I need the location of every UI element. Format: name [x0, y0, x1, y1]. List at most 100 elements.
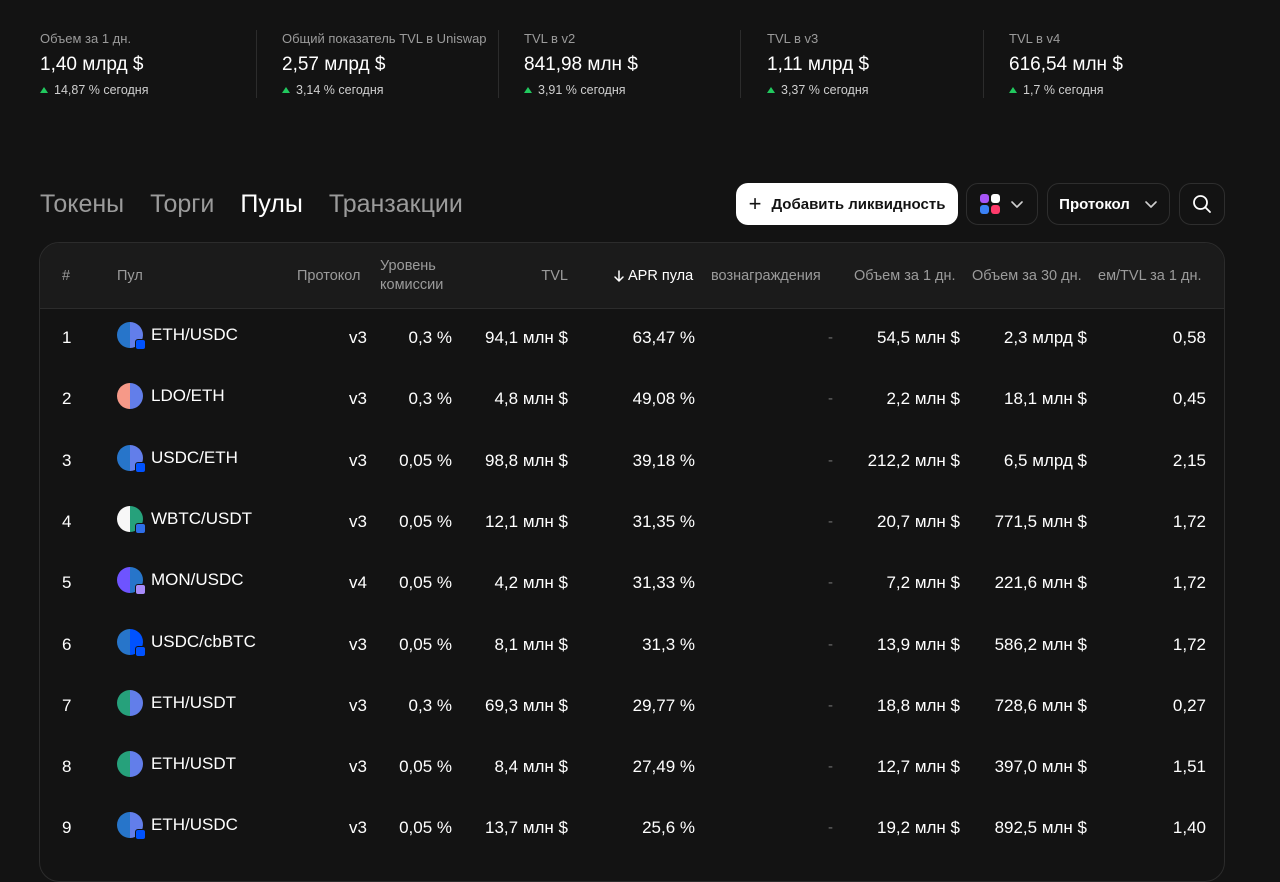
table-row[interactable]: 9 v3 0,05 % 13,7 млн $ 25,6 % - 19,2 млн $ 892,… [40, 798, 1224, 859]
row-pool: LDO/ETH [117, 383, 225, 410]
stat-change: 3,14 % сегодня [282, 82, 487, 98]
token-pair-icon [117, 812, 146, 841]
header-volume-1d[interactable]: Объем за 1 дн. [854, 268, 956, 284]
row-volume-tvl: 1,51 [1172, 757, 1206, 777]
stat-change: 14,87 % сегодня [40, 82, 148, 98]
row-volume-1d: 20,7 млн $ [877, 511, 960, 531]
stat-change-text: 14,87 % сегодня [54, 83, 149, 97]
tab-pools[interactable]: Пулы [240, 190, 303, 218]
up-arrow-icon [282, 87, 290, 93]
up-arrow-icon [40, 87, 48, 93]
divider [740, 30, 741, 98]
stat-tvl-v4: TVL в v4 616,54 млн $ 1,7 % сегодня [1009, 30, 1123, 100]
row-index: 4 [62, 511, 72, 531]
protocol-label: Протокол [1059, 195, 1130, 213]
pool-name: ETH/USDC [151, 815, 238, 835]
row-apr: 31,35 % [632, 511, 695, 531]
row-protocol: v3 [349, 634, 367, 654]
search-button[interactable] [1179, 183, 1225, 225]
pool-name: MON/USDC [151, 570, 244, 590]
row-protocol: v3 [349, 695, 367, 715]
header-tvl[interactable]: TVL [541, 268, 568, 284]
tab-tokens[interactable]: Токены [40, 190, 125, 218]
table-header: # Пул Протокол Уровень комиссии TVL APR … [40, 243, 1224, 309]
row-protocol: v4 [349, 573, 367, 593]
network-selector[interactable] [966, 183, 1038, 225]
table-row[interactable]: 5 v4 0,05 % 4,2 млн $ 31,33 % - 7,2 млн $ 221,6… [40, 553, 1224, 614]
table-row[interactable]: 8 v3 0,05 % 8,4 млн $ 27,49 % - 12,7 млн $ 397,… [40, 737, 1224, 798]
tab-transactions[interactable]: Транзакции [328, 190, 463, 218]
row-apr: 49,08 % [632, 389, 695, 409]
row-protocol: v3 [349, 818, 367, 838]
protocol-selector[interactable]: Протокол [1047, 183, 1170, 225]
row-protocol: v3 [349, 450, 367, 470]
row-rewards: - [828, 758, 833, 776]
divider [983, 30, 984, 98]
add-liquidity-button[interactable]: + Добавить ликвидность [736, 183, 958, 225]
row-volume-30d: 221,6 млн $ [994, 573, 1087, 593]
stat-change-text: 3,37 % сегодня [781, 83, 869, 97]
row-volume-30d: 586,2 млн $ [994, 634, 1087, 654]
row-apr: 31,33 % [632, 573, 695, 593]
row-volume-tvl: 0,45 [1172, 389, 1206, 409]
header-pool: Пул [117, 268, 143, 284]
row-fee: 0,3 % [408, 695, 452, 715]
header-index: # [62, 268, 71, 284]
table-row[interactable]: 4 v3 0,05 % 12,1 млн $ 31,35 % - 20,7 млн $ 771… [40, 492, 1224, 553]
row-rewards: - [828, 635, 833, 653]
token-pair-icon [117, 689, 143, 716]
row-volume-30d: 397,0 млн $ [994, 757, 1087, 777]
row-pool: USDC/ETH [117, 444, 238, 473]
pool-name: ETH/USDT [151, 692, 236, 712]
pool-name: LDO/ETH [151, 386, 225, 406]
all-networks-icon [980, 194, 1000, 214]
row-protocol: v3 [349, 511, 367, 531]
row-pool: ETH/USDC [117, 812, 238, 841]
row-fee: 0,05 % [399, 450, 452, 470]
row-tvl: 4,8 млн $ [494, 389, 568, 409]
row-pool: ETH/USDC [117, 322, 238, 350]
table-row[interactable]: 3 v3 0,05 % 98,8 млн $ 39,18 % - 212,2 млн $ 6,… [40, 431, 1224, 492]
stats-bar: Объем за 1 дн. 1,40 млрд $ 14,87 % сегод… [0, 0, 1280, 110]
stat-change: 3,37 % сегодня [767, 82, 869, 98]
row-protocol: v3 [349, 328, 367, 347]
arrow-down-icon [614, 270, 624, 282]
row-fee: 0,05 % [399, 511, 452, 531]
header-apr[interactable]: APR пула [613, 267, 693, 286]
divider [256, 30, 257, 98]
chain-badge-icon [135, 645, 146, 657]
header-fee-line2: комиссии [380, 277, 444, 293]
up-arrow-icon [767, 87, 775, 93]
row-volume-1d: 19,2 млн $ [877, 818, 960, 838]
chevron-down-icon [1145, 201, 1157, 208]
row-apr: 63,47 % [632, 328, 695, 347]
row-fee: 0,3 % [408, 389, 452, 409]
row-rewards: - [828, 451, 833, 469]
token-pair-icon [117, 567, 146, 596]
row-tvl: 13,7 млн $ [485, 818, 568, 838]
stat-change-text: 3,91 % сегодня [538, 83, 626, 97]
table-row[interactable]: 6 v3 0,05 % 8,1 млн $ 31,3 % - 13,9 млн $ 586,2… [40, 615, 1224, 676]
table-row[interactable]: 2 v3 0,3 % 4,8 млн $ 49,08 % - 2,2 млн $ 18,1 м… [40, 369, 1224, 430]
chain-badge-icon [135, 339, 146, 350]
row-index: 6 [62, 634, 72, 654]
row-rewards: - [828, 390, 833, 408]
table-row[interactable]: 7 v3 0,3 % 69,3 млн $ 29,77 % - 18,8 млн $ 728,… [40, 676, 1224, 737]
row-volume-tvl: 1,40 [1172, 818, 1206, 838]
header-volume-30d[interactable]: Объем за 30 дн. [972, 268, 1082, 284]
stat-tvl-v3: TVL в v3 1,11 млрд $ 3,37 % сегодня [767, 30, 869, 100]
row-pool: ETH/USDT [117, 751, 236, 778]
row-volume-tvl: 0,27 [1172, 695, 1206, 715]
chain-badge-icon [135, 584, 146, 596]
row-rewards: - [828, 574, 833, 592]
tab-trades[interactable]: Торги [150, 190, 215, 218]
row-volume-1d: 2,2 млн $ [886, 389, 960, 409]
row-tvl: 8,4 млн $ [494, 757, 568, 777]
pools-table: # Пул Протокол Уровень комиссии TVL APR … [39, 242, 1225, 882]
row-pool: USDC/cbBTC [117, 628, 256, 657]
row-index: 9 [62, 818, 72, 838]
row-rewards: - [828, 819, 833, 837]
header-volume-tvl[interactable]: ем/TVL за 1 дн. [1098, 268, 1202, 284]
row-volume-1d: 12,7 млн $ [877, 757, 960, 777]
table-row[interactable]: 1 v3 0,3 % 94,1 млн $ 63,47 % - 54,5 млн $ 2,3 … [40, 308, 1224, 369]
